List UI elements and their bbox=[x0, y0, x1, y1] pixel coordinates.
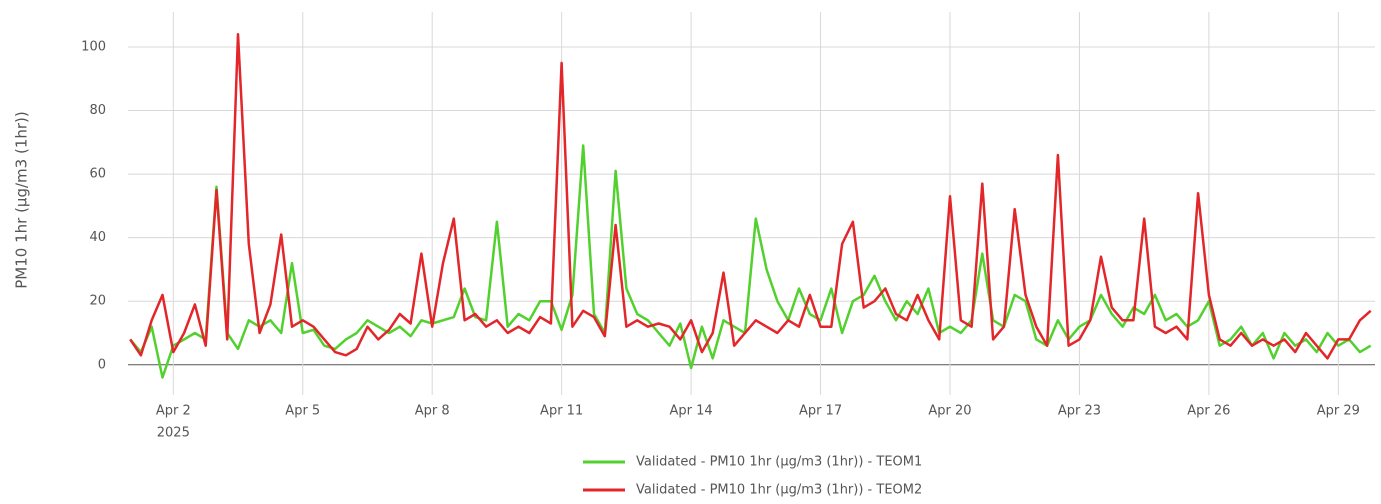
y-tick-label: 100 bbox=[81, 39, 106, 54]
legend-label: Validated - PM10 1hr (µg/m3 (1hr)) - TEO… bbox=[636, 455, 922, 470]
x-tick-label: Apr 23 bbox=[1058, 404, 1101, 419]
x-tick-label: Apr 2 bbox=[156, 404, 191, 419]
y-axis-label: PM10 1hr (µg/m3 (1hr)) bbox=[13, 111, 31, 289]
x-tick-label: Apr 8 bbox=[415, 404, 450, 419]
y-tick-label: 0 bbox=[98, 357, 106, 372]
x-tick-label: Apr 5 bbox=[285, 404, 320, 419]
x-tick-label: Apr 14 bbox=[670, 404, 713, 419]
y-tick-label: 80 bbox=[89, 103, 106, 118]
x-tick-label: Apr 29 bbox=[1317, 404, 1360, 419]
x-tick-label: Apr 26 bbox=[1187, 404, 1230, 419]
data-line bbox=[129, 32, 1372, 360]
x-tick-label: Apr 17 bbox=[799, 404, 842, 419]
y-tick-label: 60 bbox=[89, 167, 106, 182]
x-tick-label: Apr 20 bbox=[928, 404, 971, 419]
data-line bbox=[129, 144, 1372, 379]
x-year-label: 2025 bbox=[157, 426, 190, 441]
y-tick-label: 40 bbox=[89, 230, 106, 245]
legend-label: Validated - PM10 1hr (µg/m3 (1hr)) - TEO… bbox=[636, 483, 922, 498]
y-tick-label: 20 bbox=[89, 294, 106, 309]
x-tick-label: Apr 11 bbox=[540, 404, 583, 419]
